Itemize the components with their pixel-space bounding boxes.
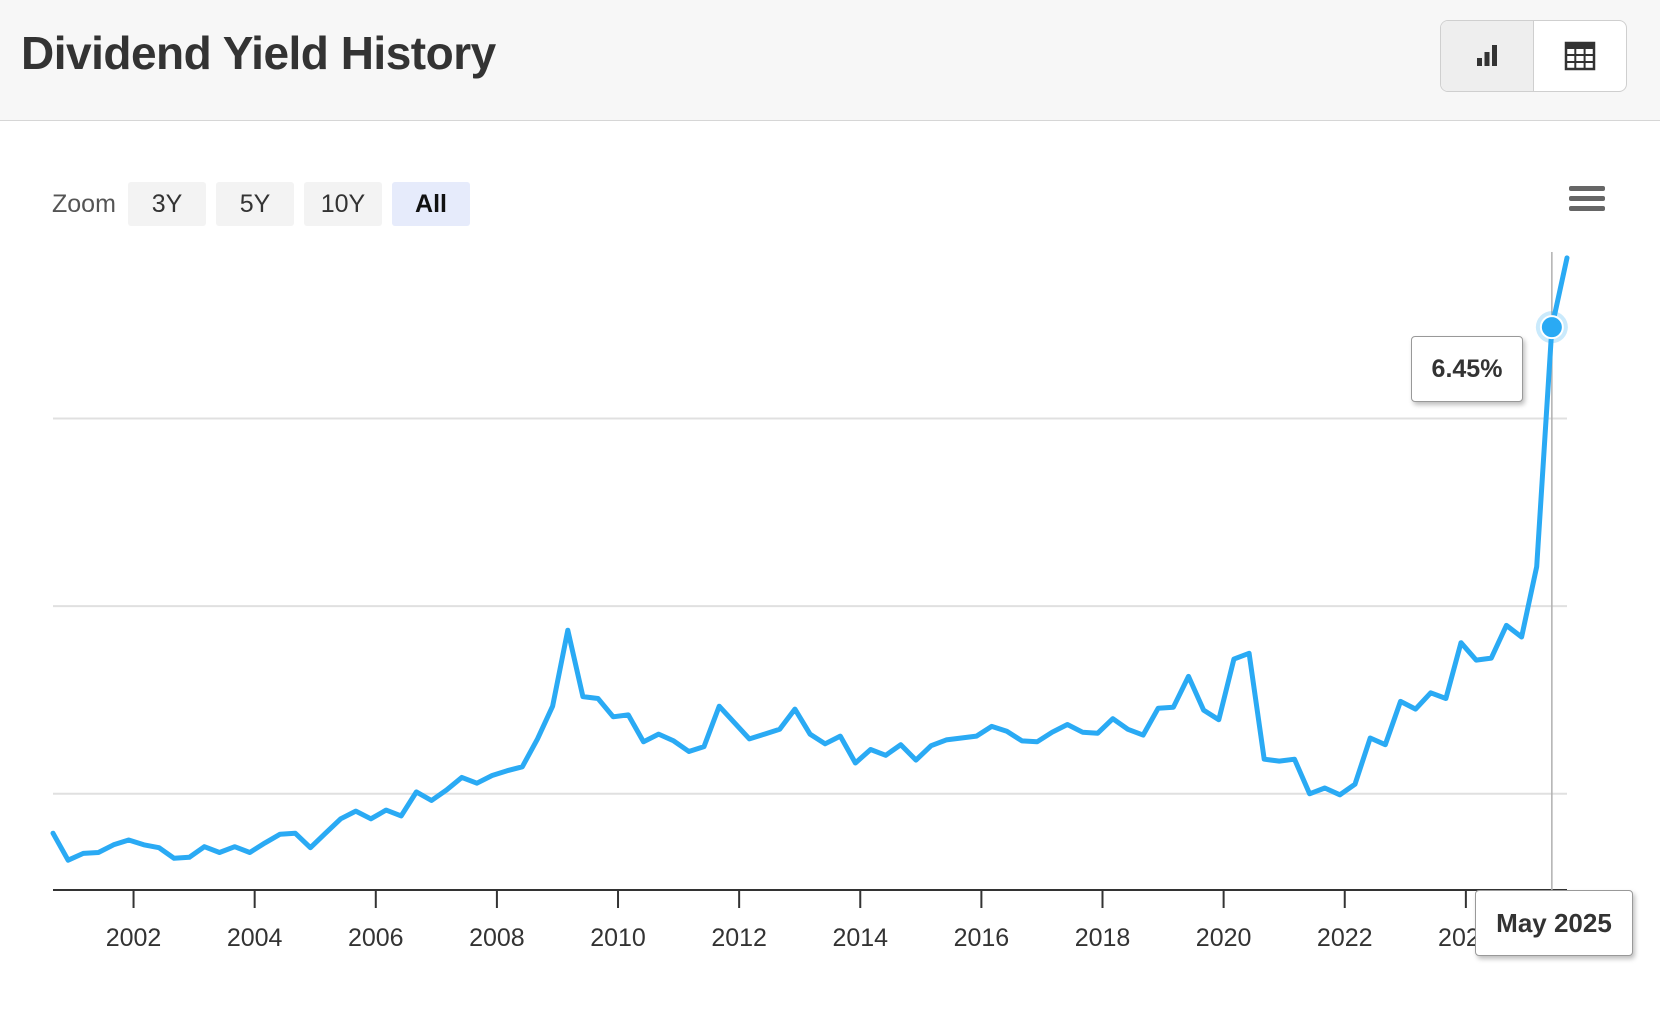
table-grid-icon [1564, 41, 1596, 71]
table-view-button[interactable] [1534, 21, 1626, 91]
x-tick-label: 2008 [469, 924, 525, 952]
x-tick-label: 2006 [348, 924, 404, 952]
series-line [50, 255, 1570, 863]
zoom-5y-button[interactable]: 5Y [216, 182, 294, 226]
x-tick-label: 2004 [227, 924, 283, 952]
zoom-3y-button[interactable]: 3Y [128, 182, 206, 226]
x-tick-label: 2002 [106, 924, 162, 952]
zoom-label: Zoom [52, 190, 116, 218]
page-title: Dividend Yield History [21, 27, 496, 79]
bar-chart-icon [1477, 45, 1497, 66]
hover-point [1539, 315, 1564, 340]
tooltip-value: 6.45% [1411, 336, 1523, 402]
chart-view-button[interactable] [1441, 21, 1534, 91]
x-tick-label: 2014 [832, 924, 888, 952]
hamburger-menu-icon[interactable] [1569, 186, 1605, 216]
view-toggle [1440, 20, 1627, 92]
x-tick-label: 2018 [1075, 924, 1131, 952]
x-tick-label: 2020 [1196, 924, 1252, 952]
x-tick-label: 2022 [1317, 924, 1373, 952]
x-tick-label: 2016 [954, 924, 1010, 952]
chart-header: Dividend Yield History [0, 0, 1660, 121]
zoom-all-button[interactable]: All [392, 182, 470, 226]
tooltip-date: May 2025 [1475, 890, 1633, 956]
x-tick-label: 2012 [711, 924, 767, 952]
x-tick-label: 2010 [590, 924, 646, 952]
zoom-10y-button[interactable]: 10Y [304, 182, 382, 226]
